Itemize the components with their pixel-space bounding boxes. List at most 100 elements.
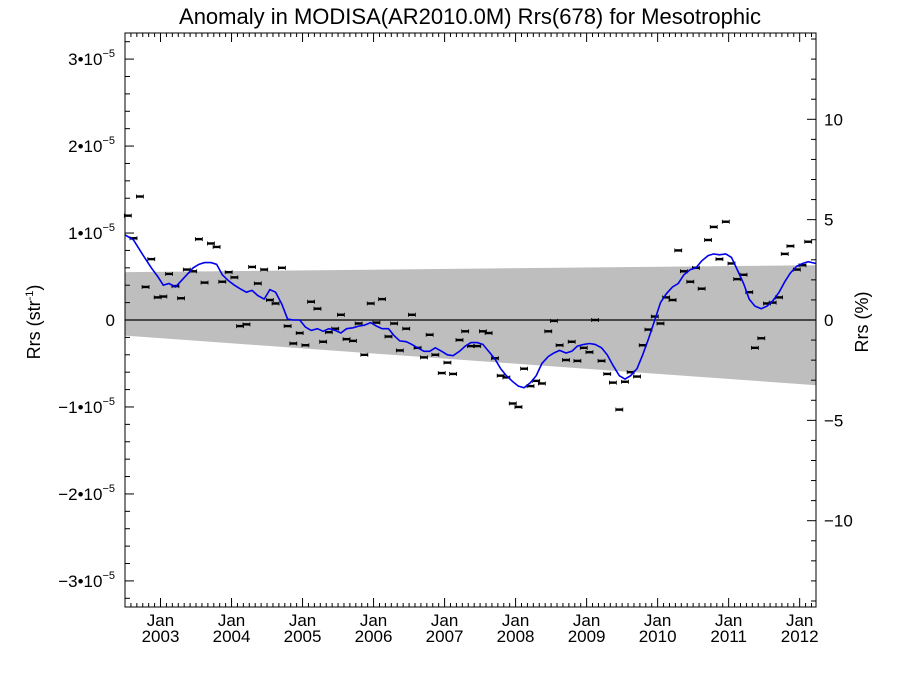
data-point — [709, 224, 718, 229]
data-point-mark — [710, 225, 718, 229]
data-point-mark — [289, 342, 297, 345]
data-point — [443, 360, 452, 365]
data-point — [395, 348, 404, 353]
data-point — [437, 371, 446, 376]
x-tick-label-month: Jan — [502, 611, 529, 630]
data-point — [260, 267, 269, 272]
x-tick-label-year: 2005 — [284, 627, 322, 646]
x-tick-label-month: Jan — [431, 611, 458, 630]
data-point-mark — [372, 321, 380, 324]
data-point-mark — [260, 268, 268, 271]
x-tick-label-month: Jan — [147, 611, 174, 630]
data-point-mark — [656, 322, 664, 325]
x-tick-label-year: 2007 — [426, 627, 464, 646]
data-point — [608, 380, 617, 385]
data-point — [715, 257, 724, 262]
data-point — [253, 281, 262, 286]
data-point-mark — [740, 273, 748, 276]
data-point — [200, 280, 209, 285]
data-point-mark — [130, 237, 138, 240]
data-point-mark — [461, 330, 469, 333]
data-point-mark — [367, 302, 375, 305]
data-point-mark — [355, 322, 363, 325]
x-tick-label-year: 2010 — [639, 627, 677, 646]
x-tick-label-month: Jan — [644, 611, 671, 630]
x-tick-label-year: 2006 — [355, 627, 393, 646]
data-point — [650, 314, 659, 319]
data-point-mark — [751, 346, 759, 350]
data-point-mark — [615, 408, 623, 411]
data-point-mark — [343, 337, 351, 341]
data-point-mark — [715, 257, 723, 261]
data-point — [147, 257, 156, 262]
data-point-mark — [502, 376, 510, 379]
data-point — [271, 301, 280, 306]
right-y-tick-label: 0 — [824, 311, 833, 330]
data-point-mark — [485, 331, 493, 335]
data-point — [520, 366, 529, 371]
data-point-mark — [420, 356, 428, 359]
data-point — [319, 339, 328, 344]
data-point-mark — [426, 333, 434, 336]
x-tick-label-year: 2003 — [142, 627, 180, 646]
x-axis: Jan2003Jan2004Jan2005Jan2006Jan2007Jan20… — [124, 33, 819, 646]
data-point-mark — [195, 237, 203, 241]
data-point-mark — [532, 379, 540, 383]
data-point-mark — [644, 328, 652, 331]
data-point — [230, 275, 239, 280]
data-point-mark — [786, 244, 794, 248]
left-y-axis: −3•10−5 −2•10−5 −1•10−5 0 1•10−5 2•10−5 3•10−5 — [58, 41, 134, 599]
x-tick-label-year: 2009 — [568, 627, 606, 646]
data-point-mark — [520, 367, 528, 370]
data-point-mark — [284, 324, 292, 328]
data-point-mark — [248, 265, 256, 269]
data-point-mark — [443, 361, 451, 364]
data-point — [360, 352, 369, 357]
data-point — [757, 336, 766, 341]
data-point — [686, 279, 695, 284]
data-point-mark — [722, 220, 730, 223]
data-point — [550, 318, 558, 323]
data-point — [336, 312, 345, 317]
data-point-mark — [230, 276, 238, 279]
data-point-mark — [562, 358, 570, 362]
data-point-mark — [680, 270, 688, 273]
data-point-mark — [272, 302, 280, 305]
x-tick-label-year: 2004 — [213, 627, 251, 646]
data-point-mark — [136, 195, 144, 198]
data-point — [289, 341, 298, 346]
data-point — [573, 358, 582, 363]
data-point-mark — [390, 322, 398, 325]
data-point — [484, 331, 493, 336]
data-point — [384, 334, 393, 339]
data-point-mark — [793, 268, 801, 271]
data-point-mark — [455, 338, 463, 342]
data-point-mark — [550, 319, 558, 323]
data-point-mark — [296, 331, 304, 335]
data-point — [366, 301, 375, 306]
data-point-mark — [704, 238, 712, 242]
data-point — [615, 407, 624, 412]
data-point-mark — [225, 270, 233, 274]
data-point — [224, 270, 233, 275]
data-point — [265, 297, 274, 302]
data-point-mark — [449, 372, 457, 376]
x-tick-label-month: Jan — [360, 611, 387, 630]
data-point-mark — [544, 330, 552, 333]
data-point-mark — [438, 371, 446, 375]
data-point-mark — [307, 300, 315, 303]
data-point — [455, 338, 464, 343]
data-point-mark — [497, 374, 505, 377]
data-point — [786, 244, 795, 249]
data-point — [514, 404, 523, 409]
data-point-mark — [331, 327, 339, 330]
data-point — [390, 321, 399, 326]
data-point-mark — [218, 280, 226, 283]
data-point-mark — [603, 372, 611, 376]
data-point — [307, 299, 315, 304]
data-point — [461, 329, 470, 334]
data-point-mark — [804, 240, 812, 243]
data-point-mark — [301, 344, 309, 347]
data-point — [508, 401, 517, 406]
chart-title: Anomaly in MODISA(AR2010.0M) Rrs(678) fo… — [179, 4, 761, 29]
